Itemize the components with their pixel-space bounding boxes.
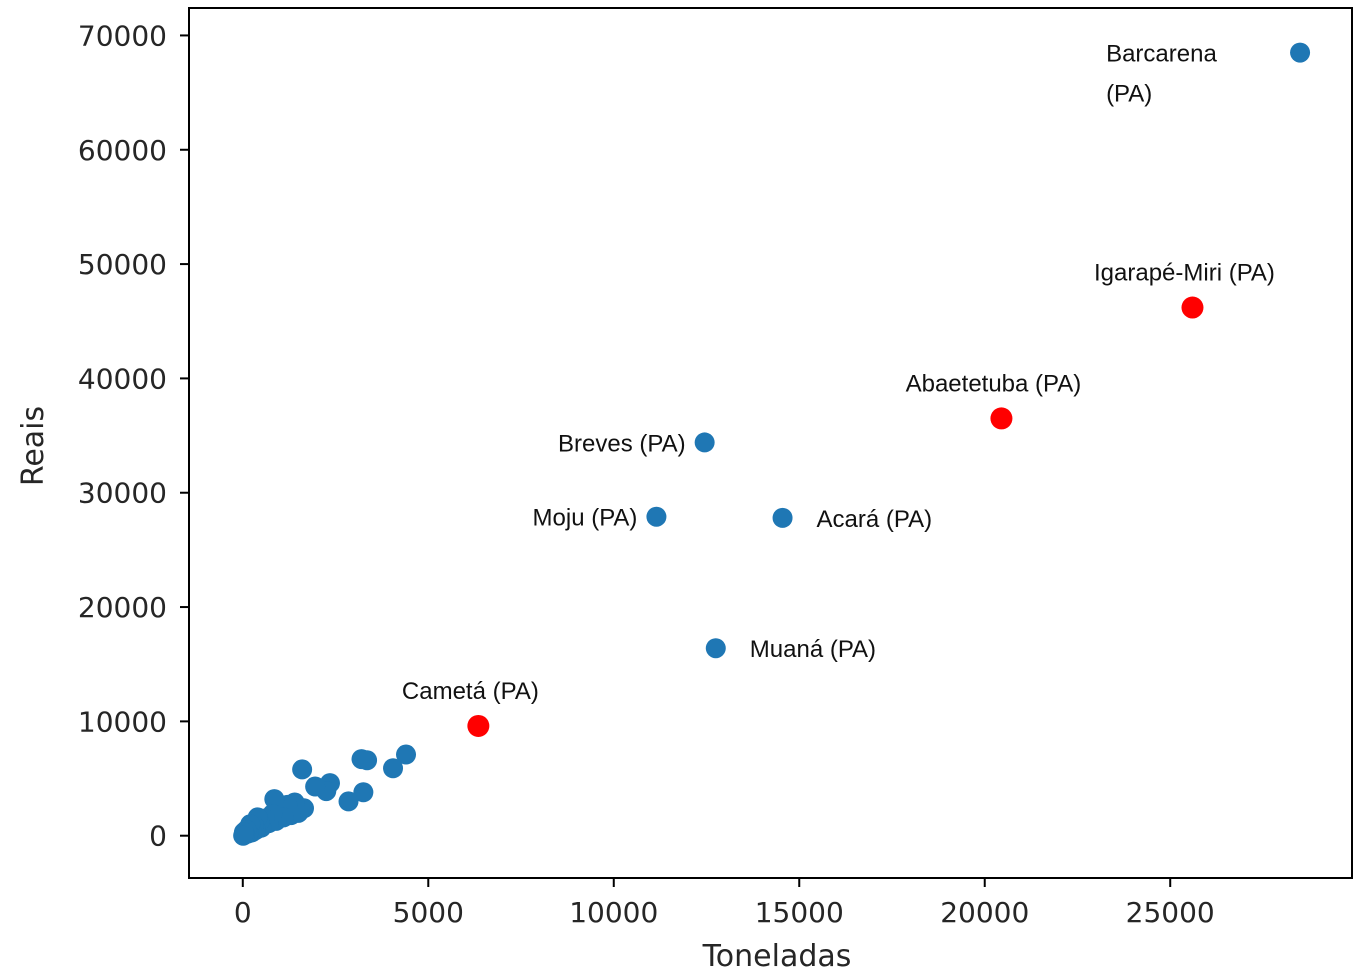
x-tick-label: 10000 [569,896,658,929]
point-annotation: Barcarena [1106,41,1217,68]
highlighted-data-point [1181,296,1204,319]
point-annotation: Cametá (PA) [402,678,539,705]
point-annotation: Moju (PA) [533,505,638,532]
data-point [233,825,254,846]
y-tick-label: 20000 [78,591,167,624]
point-annotation: Muaná (PA) [750,636,876,663]
point-annotation: Igarapé-Miri (PA) [1094,260,1275,287]
data-point [772,507,793,528]
y-tick-label: 0 [149,820,167,853]
y-tick-label: 50000 [78,248,167,281]
data-point [353,782,374,803]
x-tick-label: 25000 [1126,896,1215,929]
data-point [264,789,285,810]
highlighted-data-point [990,407,1013,430]
plot-frame [188,7,1353,879]
x-tick-label: 5000 [393,896,464,929]
x-tick-label: 20000 [940,896,1029,929]
y-tick-label: 60000 [78,134,167,167]
y-tick-label: 40000 [78,362,167,395]
point-annotation: Breves (PA) [558,430,686,457]
point-annotation: Abaetetuba (PA) [906,370,1082,397]
y-axis-title: Reais [16,406,51,486]
data-point [1290,42,1311,63]
x-tick-label: 0 [234,896,252,929]
x-axis-title: Toneladas [702,939,852,972]
data-point [292,759,313,780]
y-tick-label: 10000 [78,705,167,738]
data-point [705,638,726,659]
point-annotation: Acará (PA) [817,506,933,533]
y-tick-label: 30000 [78,477,167,510]
data-point [383,758,404,779]
y-tick-label: 70000 [78,19,167,52]
point-annotation: (PA) [1106,81,1152,108]
highlighted-data-point [467,714,490,737]
data-point [646,506,667,527]
data-point [338,791,359,812]
data-point [357,750,378,771]
x-tick-label: 15000 [755,896,844,929]
data-point [694,432,715,453]
data-point [396,744,417,765]
data-point [305,776,326,797]
